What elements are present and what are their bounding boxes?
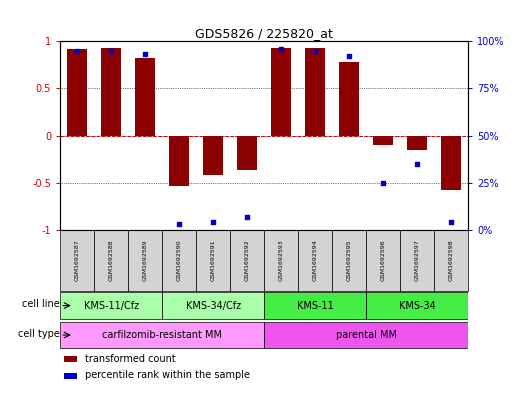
Bar	[203, 136, 223, 175]
Text: GSM1692587: GSM1692587	[75, 240, 79, 281]
Text: GSM1692589: GSM1692589	[143, 240, 147, 281]
Title: GDS5826 / 225820_at: GDS5826 / 225820_at	[195, 27, 333, 40]
Text: GSM1692594: GSM1692594	[313, 239, 317, 281]
Bar	[135, 58, 155, 136]
Point	[209, 219, 218, 226]
Bar	[60, 230, 94, 291]
Text: GSM1692592: GSM1692592	[245, 239, 249, 281]
Point	[243, 213, 252, 220]
Bar	[400, 230, 434, 291]
Text: percentile rank within the sample: percentile rank within the sample	[85, 370, 249, 380]
Point	[73, 48, 82, 54]
Bar	[94, 230, 128, 291]
Bar	[298, 230, 332, 291]
Bar	[366, 292, 468, 319]
Text: KMS-34: KMS-34	[399, 301, 436, 310]
Point	[175, 221, 184, 228]
Bar	[271, 48, 291, 136]
Bar	[305, 48, 325, 136]
Text: KMS-11/Cfz: KMS-11/Cfz	[84, 301, 139, 310]
Text: GSM1692593: GSM1692593	[279, 239, 283, 281]
Bar	[64, 373, 77, 379]
Point	[141, 51, 150, 58]
Bar	[237, 136, 257, 171]
Text: GSM1692595: GSM1692595	[347, 240, 351, 281]
Point	[311, 48, 320, 54]
Point	[379, 180, 388, 186]
Bar	[264, 322, 468, 348]
Point	[277, 46, 286, 52]
Bar	[339, 62, 359, 136]
Point	[413, 161, 422, 167]
Text: transformed count: transformed count	[85, 354, 175, 364]
Bar	[60, 292, 162, 319]
Bar	[441, 136, 461, 190]
Text: GSM1692596: GSM1692596	[381, 240, 385, 281]
Bar	[264, 292, 366, 319]
Bar	[67, 49, 87, 136]
Bar	[332, 230, 366, 291]
Text: GSM1692591: GSM1692591	[211, 240, 215, 281]
Text: cell type: cell type	[18, 329, 60, 338]
Point	[107, 48, 116, 54]
Bar	[162, 230, 196, 291]
Bar	[64, 356, 77, 362]
Text: GSM1692588: GSM1692588	[109, 240, 113, 281]
Point	[345, 53, 354, 59]
Text: GSM1692590: GSM1692590	[177, 240, 181, 281]
Bar	[434, 230, 468, 291]
Bar	[162, 292, 264, 319]
Bar	[196, 230, 230, 291]
Bar	[264, 230, 298, 291]
Text: carfilzomib-resistant MM: carfilzomib-resistant MM	[102, 330, 222, 340]
Point	[447, 219, 456, 226]
Text: KMS-11: KMS-11	[297, 301, 334, 310]
Bar	[366, 230, 400, 291]
Bar	[60, 322, 264, 348]
Text: GSM1692597: GSM1692597	[415, 239, 419, 281]
Bar	[407, 136, 427, 150]
Text: GSM1692598: GSM1692598	[449, 240, 453, 281]
Bar	[373, 136, 393, 145]
Bar	[169, 136, 189, 185]
Text: KMS-34/Cfz: KMS-34/Cfz	[186, 301, 241, 310]
Bar	[230, 230, 264, 291]
Text: parental MM: parental MM	[336, 330, 396, 340]
Bar	[101, 48, 121, 136]
Text: cell line: cell line	[22, 299, 60, 309]
Bar	[128, 230, 162, 291]
